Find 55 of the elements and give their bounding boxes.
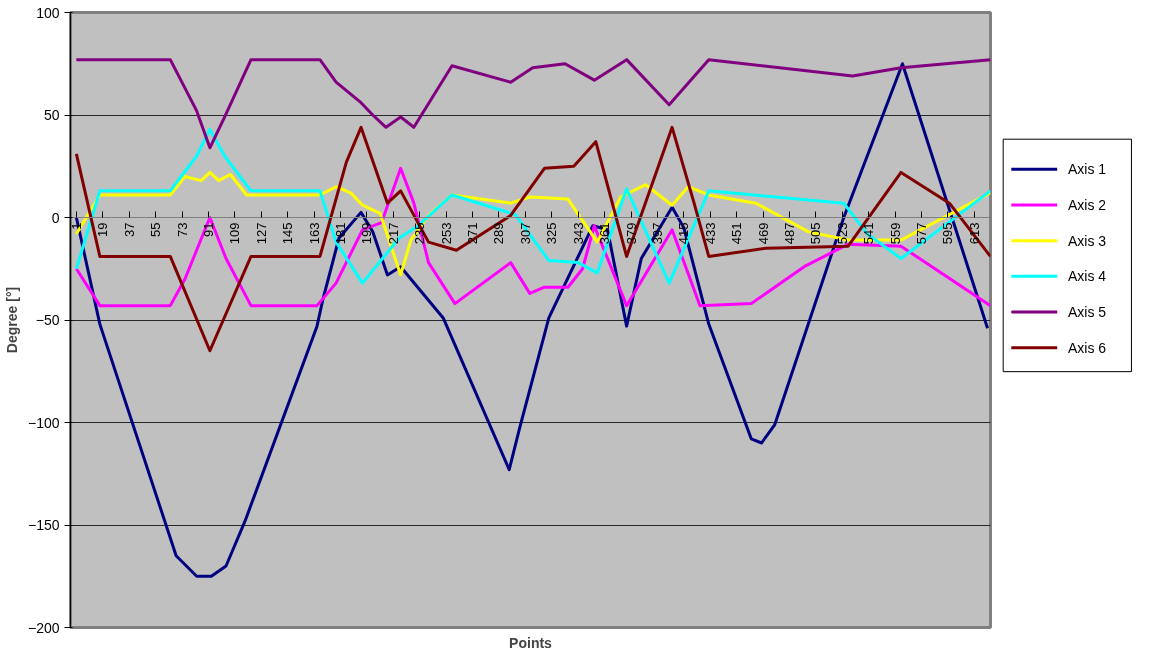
x-tick-label: 181 — [332, 222, 348, 245]
x-tick-label: 415 — [676, 222, 692, 245]
x-tick-label: 55 — [148, 222, 164, 237]
x-tick-label: 487 — [781, 222, 797, 245]
x-tick-label: 541 — [861, 222, 877, 245]
line-series — [74, 62, 990, 578]
x-tick-label: 595 — [940, 222, 956, 245]
line-series — [74, 166, 991, 308]
y-tick-label: −50 — [35, 312, 60, 328]
x-tick-label: 253 — [438, 222, 454, 245]
line-series — [74, 127, 991, 285]
x-tick-label: 235 — [412, 222, 428, 245]
line-series — [74, 58, 991, 150]
x-tick-label: 325 — [544, 222, 560, 245]
x-tick-label: 469 — [755, 222, 771, 245]
x-tick-label: 271 — [465, 222, 481, 245]
x-tick-label: 1 — [68, 222, 84, 230]
x-tick-label: 379 — [623, 222, 639, 245]
y-tick-label: −100 — [27, 414, 60, 431]
x-tick-label: 397 — [649, 222, 665, 245]
x-tick-label: 37 — [121, 222, 137, 237]
legend-label: Axis 1 — [1068, 161, 1107, 178]
x-tick-label: 199 — [359, 222, 375, 245]
x-tick-label: 343 — [570, 222, 586, 245]
legend-label: Axis 5 — [1068, 304, 1107, 321]
x-tick-label: 613 — [966, 222, 982, 245]
y-tick-label: 50 — [43, 107, 60, 123]
x-tick-label: 145 — [280, 222, 296, 245]
x-tick-label: 163 — [306, 222, 322, 245]
x-tick-label: 505 — [808, 222, 824, 245]
y-tick-label: −200 — [27, 619, 60, 636]
x-tick-label: 307 — [517, 222, 533, 245]
legend-label: Axis 4 — [1068, 268, 1107, 285]
legend-label: Axis 2 — [1068, 196, 1107, 213]
y-tick-label: −150 — [27, 517, 60, 533]
x-tick-label: 217 — [385, 222, 401, 245]
x-tick-label: 451 — [729, 222, 745, 245]
x-tick-label: 361 — [597, 222, 613, 245]
x-axis-title: Points — [509, 634, 553, 651]
x-tick-label: 19 — [95, 222, 111, 237]
x-tick-label: 73 — [174, 222, 190, 237]
legend-label: Axis 6 — [1068, 339, 1107, 356]
x-tick-label: 289 — [491, 222, 507, 245]
x-tick-label: 523 — [834, 222, 850, 245]
y-tick-label: 0 — [51, 209, 60, 226]
x-tick-label: 91 — [200, 222, 216, 237]
x-tick-label: 127 — [253, 222, 269, 245]
x-tick-label: 577 — [914, 222, 930, 245]
x-tick-label: 109 — [227, 222, 243, 245]
line-series — [74, 125, 991, 353]
y-axis-title: Degree [°] — [3, 286, 20, 354]
y-tick-label: 100 — [36, 4, 60, 21]
x-tick-label: 559 — [887, 222, 903, 245]
x-tick-label: 433 — [702, 222, 718, 245]
legend-label: Axis 3 — [1068, 232, 1107, 249]
